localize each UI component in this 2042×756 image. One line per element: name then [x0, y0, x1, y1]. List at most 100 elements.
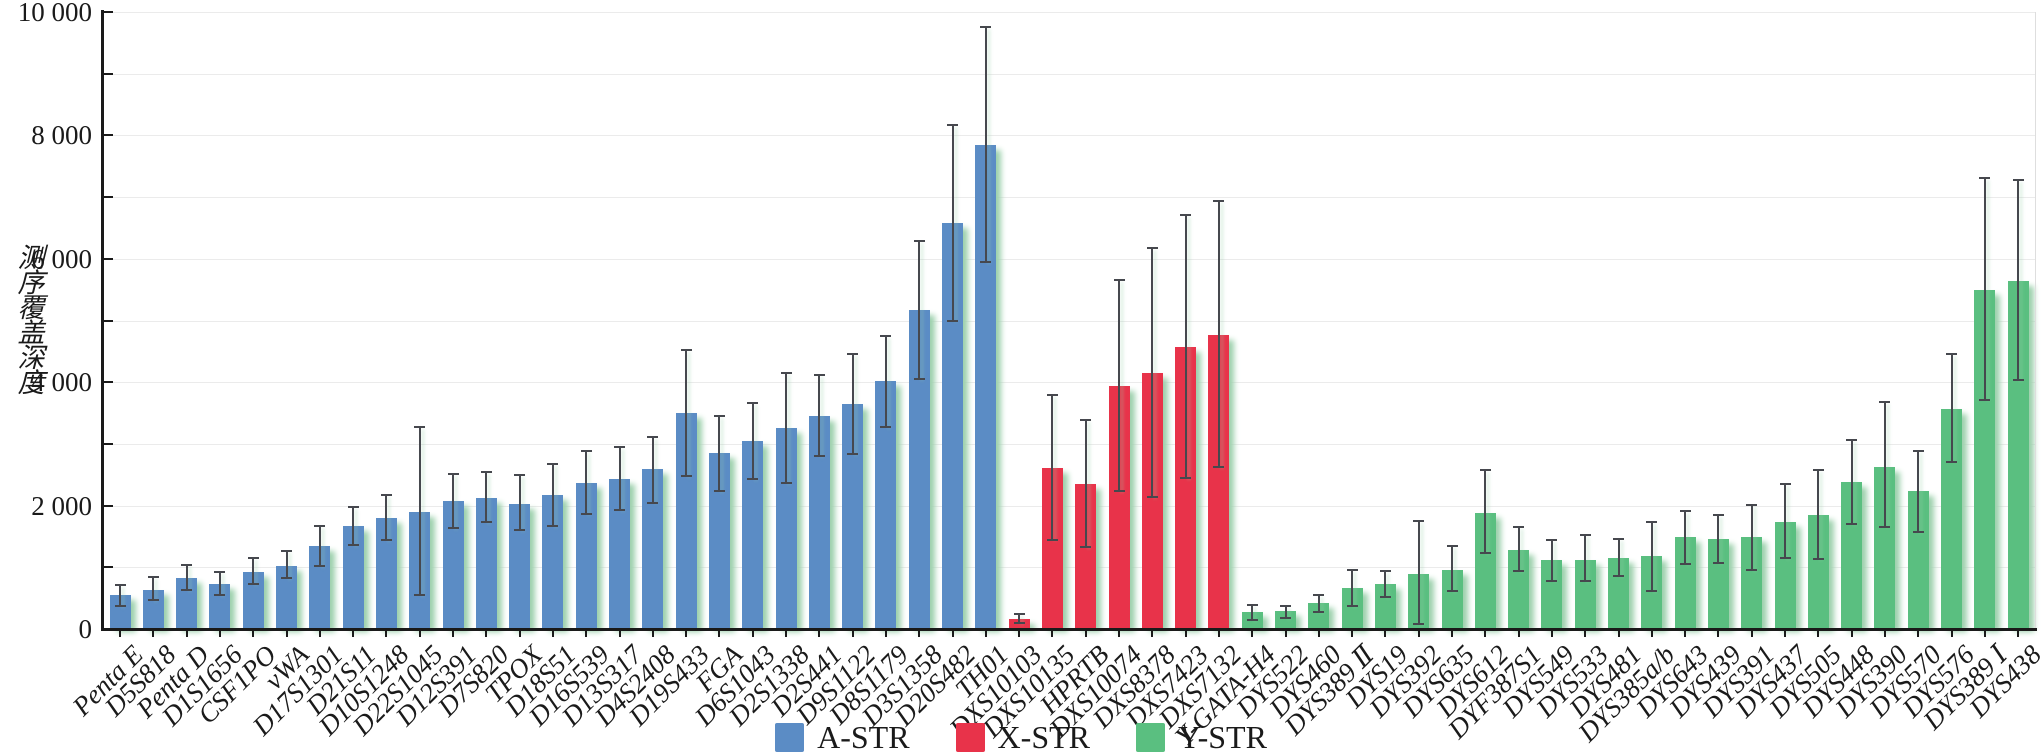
bar-DYF387S1: [1508, 549, 1530, 629]
x-axis-tick-DYS570: [1917, 631, 1920, 637]
x-tick-label-box-DYS439: DYS439: [1426, 639, 1747, 723]
x-axis-tick-D13S317: [618, 631, 621, 637]
error-bar-DYS438: [2017, 179, 2020, 380]
x-tick-label-HPRTB: HPRTB: [1033, 639, 1115, 720]
error-bar-cap-top-DYS576: [1946, 352, 1957, 355]
x-tick-label-D18S51: D18S51: [498, 639, 582, 723]
y-axis-tick-1000: [104, 566, 113, 569]
error-bar-D6S1043: [751, 403, 754, 480]
error-bar-cap-bottom-DYS481: [1613, 574, 1624, 577]
error-bar-Y-GATA-H4: [1251, 604, 1254, 620]
x-tick-label-box-D18S51: D18S51: [261, 639, 582, 722]
x-tick-label-DYS612: DYS612: [1429, 639, 1514, 724]
error-bar-cap-bottom-D1S1656: [214, 594, 226, 597]
error-bar-cap-top-D22S1045: [414, 426, 426, 429]
error-bar-cap-top-DXS10135: [1046, 393, 1058, 396]
error-bar-cap-bottom-D9S1122: [847, 452, 859, 455]
error-bar-cap-top-Penta E: [114, 583, 126, 586]
gridline-5000: [103, 320, 2036, 322]
x-tick-label-DXS8378: DXS8378: [1086, 639, 1181, 734]
x-tick-label-box-Penta E: Penta E: [0, 639, 148, 721]
y-tick-label-10000: 10 000: [17, 0, 92, 27]
x-tick-label-D1S1656: D1S1656: [156, 639, 249, 732]
x-tick-label-box-Penta D: Penta D: [0, 639, 215, 723]
error-bar-cap-top-DYS437: [1779, 483, 1791, 485]
bar-D6S1043: [742, 441, 764, 629]
error-bar-cap-bottom-D10S1248: [380, 538, 392, 541]
bar-D10S1248: [375, 517, 397, 629]
x-axis-tick-DYS522: [1284, 631, 1287, 637]
x-axis-tick-D12S391: [452, 631, 454, 637]
x-tick-label-DYS643: DYS643: [1629, 639, 1714, 724]
x-axis-tick-Penta D: [185, 631, 188, 637]
error-bar-cap-bottom-D22S1045: [414, 594, 426, 597]
x-axis-tick-DYS439: [1717, 631, 1720, 637]
error-bar-cap-top-TPOX: [514, 474, 526, 477]
x-axis-tick-D8S1179: [884, 631, 887, 637]
bar-vWA: [276, 566, 297, 629]
x-tick-label-box-D9S1122: D9S1122: [561, 639, 881, 730]
error-bar-cap-top-DYS389 Ⅰ: [1979, 177, 1991, 180]
error-bar-DXS10074: [1118, 279, 1120, 491]
x-tick-label-box-DYS390: DYS390: [1593, 639, 1914, 723]
error-bar-cap-bottom-D7S820: [480, 521, 492, 524]
x-tick-label-box-D1S1656: D1S1656: [0, 639, 248, 731]
error-bar-cap-top-Y-GATA-H4: [1246, 603, 1258, 606]
error-bar-D18S51: [551, 464, 554, 526]
x-axis-tick-FGA: [718, 631, 721, 637]
x-tick-label-DYS533: DYS533: [1529, 639, 1614, 724]
error-bar-DYS391: [1750, 505, 1753, 571]
x-axis-tick-D5S818: [152, 631, 155, 637]
x-tick-label-box-DYS635: DYS635: [1160, 639, 1481, 723]
x-axis-tick-D19S433: [685, 631, 688, 637]
bar-D16S539: [575, 482, 597, 629]
x-axis-tick-TPOX: [518, 631, 521, 637]
x-axis-tick-D21S11: [352, 631, 355, 637]
x-tick-label-DYS19: DYS19: [1339, 639, 1414, 714]
x-tick-label-box-D5S818: D5S818: [0, 639, 182, 722]
x-tick-label-box-DYS505: DYS505: [1526, 639, 1847, 723]
gridline-4000: [103, 382, 2036, 384]
bar-DXS10074: [1108, 385, 1130, 629]
bar-DYS391: [1741, 537, 1763, 629]
x-tick-label-box-DYS612: DYS612: [1193, 639, 1514, 723]
x-tick-label-D12S391: D12S391: [389, 639, 482, 732]
error-bar-cap-top-D13S317: [614, 446, 625, 449]
x-tick-label-box-vWA: vWA: [0, 639, 315, 695]
error-bar-cap-bottom-Penta D: [181, 589, 193, 592]
error-bar-DYS612: [1484, 470, 1487, 554]
bar-FGA: [708, 452, 730, 629]
x-tick-label-box-Y-GATA-H4: Y-GATA-H4: [960, 639, 1281, 751]
error-bar-cap-top-D19S433: [680, 348, 692, 351]
bar-D21S11: [342, 526, 364, 629]
y-axis-tick-5000: [104, 319, 113, 322]
x-tick-label-box-D16S539: D16S539: [294, 639, 614, 731]
error-bar-DXS8378: [1151, 247, 1154, 498]
error-bar-cap-bottom-D5S818: [147, 599, 159, 602]
x-tick-label-DYS505: DYS505: [1762, 639, 1847, 724]
x-tick-label-D19S433: D19S433: [622, 639, 715, 732]
bar-D2S441: [808, 415, 830, 629]
error-bar-cap-top-DYS438: [2012, 178, 2024, 181]
y-axis-tick-4000: [104, 381, 113, 384]
x-axis-tick-DYS391: [1750, 631, 1753, 637]
error-bar-DYS460: [1317, 594, 1320, 613]
error-bar-cap-top-DYS505: [1812, 468, 1824, 471]
x-tick-label-box-DYS481: DYS481: [1327, 639, 1647, 723]
x-tick-label-box-DYS389 Ⅰ: DYS389 Ⅰ: [1693, 639, 2013, 735]
x-axis-tick-DXS10074: [1118, 631, 1120, 637]
x-tick-label-DYS481: DYS481: [1563, 639, 1648, 724]
y-axis-tick-3000: [104, 442, 113, 445]
x-tick-label-box-DYS460: DYS460: [1027, 639, 1347, 723]
x-tick-label-Penta D: Penta D: [130, 639, 216, 724]
x-tick-label-D9S1122: D9S1122: [790, 639, 882, 731]
error-bar-cap-top-DYS19: [1379, 570, 1391, 573]
error-bar-cap-top-D18S51: [547, 463, 559, 466]
error-bar-cap-bottom-DYS612: [1479, 552, 1491, 555]
error-bar-cap-bottom-DYS389 Ⅰ: [1979, 398, 1991, 401]
error-bar-DYS505: [1817, 469, 1820, 559]
y-tick-label-2000: 2 000: [31, 490, 92, 521]
legend-swatch-a-str: [775, 722, 805, 752]
x-tick-label-box-DYS19: DYS19: [1093, 639, 1414, 713]
